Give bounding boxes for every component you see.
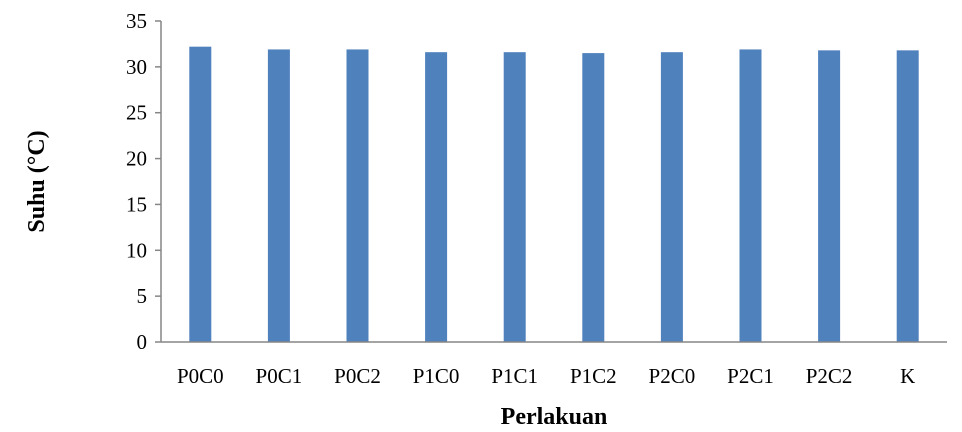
x-tick-label-p0c1: P0C1 [256, 364, 303, 388]
y-tick-label: 20 [126, 147, 147, 171]
bar-p0c1 [267, 49, 290, 342]
y-axis-title: Suhu (°C) [24, 130, 50, 232]
x-tick-label-p2c2: P2C2 [806, 364, 853, 388]
x-tick-label-p0c0: P0C0 [177, 364, 224, 388]
y-tick-label: 35 [126, 9, 147, 33]
bar-k [896, 50, 919, 342]
y-tick-label: 0 [137, 330, 148, 354]
y-tick-label: 15 [126, 192, 147, 216]
y-tick-label: 10 [126, 238, 147, 262]
x-axis-ticks: P0C0 P0C1 P0C2 P1C0 P1C1 P1C2 P2C0 P2C1 P2C2 K [177, 364, 915, 388]
bar-p1c2 [582, 53, 605, 342]
x-tick-label-p1c2: P1C2 [570, 364, 617, 388]
bar-p1c1 [503, 52, 526, 342]
x-axis-title: Perlakuan [501, 404, 608, 430]
y-tick-label: 25 [126, 101, 147, 125]
x-tick-label-p2c0: P2C0 [649, 364, 696, 388]
bar-p2c2 [818, 50, 841, 342]
y-tick-label: 30 [126, 55, 147, 79]
x-tick-label-k: K [900, 364, 915, 388]
x-tick-label-p2c1: P2C1 [727, 364, 774, 388]
y-tick-label: 5 [137, 284, 148, 308]
x-tick-label-p1c1: P1C1 [491, 364, 538, 388]
bar-p0c0 [189, 46, 212, 343]
y-axis-ticks: 0 5 10 15 20 25 30 35 [126, 9, 161, 354]
bar-p0c2 [346, 49, 369, 342]
bar-series [189, 46, 919, 343]
x-tick-label-p0c2: P0C2 [334, 364, 381, 388]
x-tick-label-p1c0: P1C0 [413, 364, 460, 388]
bar-p2c1 [739, 49, 762, 342]
bar-p2c0 [660, 52, 683, 342]
bar-p1c0 [425, 52, 448, 342]
